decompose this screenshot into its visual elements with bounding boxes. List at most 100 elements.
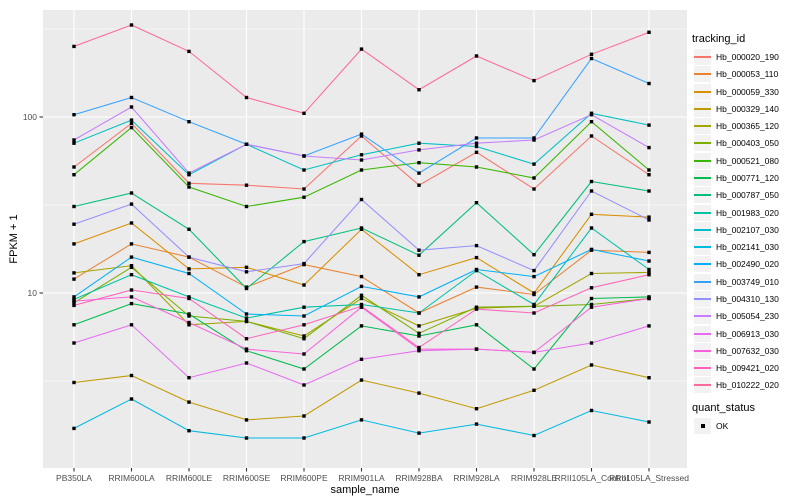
data-point	[532, 176, 536, 180]
data-point	[589, 226, 594, 230]
legend-title-quant-status: quant_status	[692, 402, 755, 414]
data-point	[359, 378, 364, 382]
legend-item-label: Hb_000365_120	[716, 121, 779, 132]
data-point	[187, 181, 191, 185]
legend-item: Hb_002141_030	[694, 239, 779, 256]
legend-item: Hb_000771_120	[694, 170, 779, 186]
data-point	[417, 171, 421, 175]
data-point	[647, 145, 651, 150]
legend-key-box	[694, 360, 711, 376]
data-point	[187, 323, 191, 327]
data-point	[589, 113, 594, 117]
data-point	[532, 268, 536, 273]
legend-key-line-icon	[694, 263, 711, 266]
data-point	[532, 367, 536, 371]
legend-key-line-icon	[694, 246, 711, 249]
legend-item-quant-ok: OK	[694, 418, 728, 434]
data-point	[589, 296, 594, 301]
data-point	[532, 78, 536, 83]
legend-item-label: Hb_005054_230	[716, 311, 779, 322]
data-point	[244, 286, 249, 291]
data-point	[589, 52, 594, 56]
data-point	[72, 299, 76, 303]
data-point	[187, 227, 191, 231]
data-point	[532, 388, 536, 392]
data-point	[589, 247, 594, 252]
legend-key-line-icon	[694, 73, 711, 76]
x-tick-label: PB350LA	[56, 473, 92, 483]
data-point	[417, 391, 421, 395]
legend-item: Hb_010222_020	[694, 377, 779, 394]
data-point	[474, 136, 479, 140]
data-point	[417, 331, 421, 335]
legend-item: Hb_000053_110	[694, 66, 778, 83]
data-point	[474, 307, 479, 311]
data-point	[532, 350, 536, 355]
data-point	[72, 323, 76, 327]
data-point	[359, 47, 364, 51]
data-point	[359, 158, 364, 162]
data-point	[244, 204, 249, 209]
data-point	[647, 420, 651, 424]
data-point	[129, 121, 134, 126]
data-point	[244, 361, 249, 365]
legend-key-line-icon	[694, 211, 711, 214]
data-point	[647, 189, 651, 193]
data-point	[72, 222, 76, 226]
data-point	[129, 23, 134, 27]
legend-key-line-icon	[694, 367, 711, 369]
legend-item-label: Hb_000020_190	[716, 52, 779, 62]
data-point	[474, 255, 479, 260]
legend-key-box	[694, 152, 711, 169]
data-point	[417, 161, 421, 165]
legend-key-box	[694, 204, 711, 221]
data-point	[302, 239, 306, 244]
data-point	[129, 323, 134, 327]
data-point	[417, 148, 421, 152]
data-point	[129, 265, 134, 269]
data-point	[647, 173, 651, 177]
data-point	[474, 407, 479, 411]
data-point	[647, 123, 651, 127]
data-point	[187, 185, 191, 189]
data-point	[359, 168, 364, 172]
legend-key-line-icon	[694, 228, 711, 231]
data-point	[244, 347, 249, 351]
legend-key-line-icon	[694, 177, 711, 179]
data-point	[359, 153, 364, 157]
legend-key-box	[694, 273, 711, 290]
data-point	[129, 118, 134, 122]
data-point	[244, 312, 249, 316]
data-point	[129, 288, 134, 292]
legend-key-line-icon	[694, 90, 711, 93]
data-point	[72, 341, 76, 345]
data-point	[187, 314, 191, 318]
data-point	[72, 204, 76, 209]
x-tick-label: RRIM928LE	[510, 473, 558, 483]
data-point	[72, 113, 76, 117]
legend-key-line-icon	[694, 349, 711, 352]
data-point	[417, 253, 421, 257]
data-point	[532, 136, 536, 140]
legend-item-label: Hb_000521_080	[716, 155, 779, 166]
legend-key-line-icon	[694, 315, 711, 318]
legend-item: Hb_000403_050	[694, 135, 779, 152]
data-point	[244, 436, 249, 440]
data-point	[72, 426, 76, 431]
legend-key-box	[694, 290, 711, 307]
data-point	[244, 183, 249, 187]
data-point	[302, 154, 306, 158]
data-point	[417, 311, 421, 315]
data-point	[129, 397, 134, 401]
legend-key-box	[694, 221, 711, 238]
legend-key-box	[694, 342, 711, 359]
legend-item-label: Hb_000329_140	[716, 103, 779, 114]
data-point	[474, 305, 479, 309]
legend-key-line-icon	[694, 384, 711, 387]
data-point	[474, 347, 479, 351]
data-point	[647, 376, 651, 380]
legend-item-label: OK	[716, 421, 729, 431]
data-point	[589, 120, 594, 124]
data-point	[417, 324, 421, 328]
data-point	[647, 250, 651, 255]
